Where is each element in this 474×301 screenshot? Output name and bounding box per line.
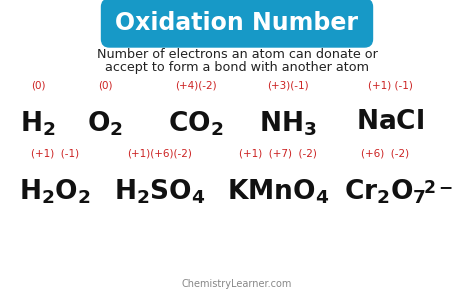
Text: $\mathbf{NaCl}$: $\mathbf{NaCl}$ bbox=[356, 109, 424, 135]
Text: $\mathbf{H_2}$: $\mathbf{H_2}$ bbox=[20, 109, 56, 138]
Text: $\mathbf{2-}$: $\mathbf{2-}$ bbox=[423, 179, 453, 197]
Text: Oxidation Number: Oxidation Number bbox=[116, 11, 358, 35]
Text: $\mathbf{H_2SO_4}$: $\mathbf{H_2SO_4}$ bbox=[114, 177, 206, 206]
Text: $\mathbf{KMnO_4}$: $\mathbf{KMnO_4}$ bbox=[227, 177, 329, 206]
Text: $\mathbf{H_2O_2}$: $\mathbf{H_2O_2}$ bbox=[19, 177, 91, 206]
Text: (+4)(-2): (+4)(-2) bbox=[175, 81, 217, 91]
Text: Number of electrons an atom can donate or: Number of electrons an atom can donate o… bbox=[97, 48, 377, 61]
Text: (+1)  (-1): (+1) (-1) bbox=[31, 148, 79, 158]
Text: ChemistryLearner.com: ChemistryLearner.com bbox=[182, 279, 292, 289]
Text: (+1) (-1): (+1) (-1) bbox=[367, 81, 412, 91]
Text: $\mathbf{Cr_2O_7}$: $\mathbf{Cr_2O_7}$ bbox=[344, 177, 426, 206]
Text: $\mathbf{O_2}$: $\mathbf{O_2}$ bbox=[87, 109, 123, 138]
Text: (+1)  (+7)  (-2): (+1) (+7) (-2) bbox=[239, 148, 317, 158]
Text: $\mathbf{NH_3}$: $\mathbf{NH_3}$ bbox=[259, 109, 317, 138]
Text: (+6)  (-2): (+6) (-2) bbox=[361, 148, 409, 158]
Text: accept to form a bond with another atom: accept to form a bond with another atom bbox=[105, 61, 369, 73]
Text: (+3)(-1): (+3)(-1) bbox=[267, 81, 309, 91]
FancyBboxPatch shape bbox=[101, 0, 373, 47]
Text: (0): (0) bbox=[98, 81, 112, 91]
Text: $\mathbf{CO_2}$: $\mathbf{CO_2}$ bbox=[168, 109, 224, 138]
Text: (+1)(+6)(-2): (+1)(+6)(-2) bbox=[128, 148, 192, 158]
Text: (0): (0) bbox=[31, 81, 45, 91]
